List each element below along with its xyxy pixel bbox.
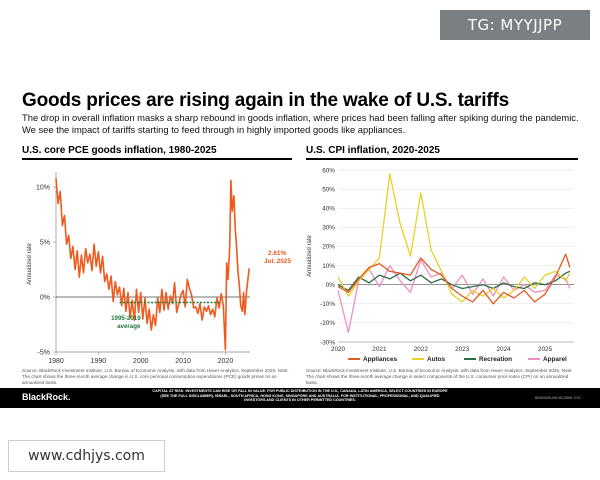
y-tick-label: 0%: [40, 295, 50, 302]
x-tick-label: 2023: [455, 346, 470, 353]
right-chart-source: Source: BlackRock Investment Institute, …: [306, 368, 573, 385]
x-tick-label: 1980: [48, 358, 64, 365]
y-tick-label: 30%: [322, 225, 335, 232]
y-tick-label: 10%: [322, 263, 335, 270]
page-title: Goods prices are rising again in the wak…: [22, 90, 509, 111]
x-tick-label: 2020: [218, 358, 234, 365]
legend-label-recreation: Recreation: [479, 356, 512, 363]
x-tick-label: 2025: [538, 346, 553, 353]
x-tick-label: 2010: [175, 358, 191, 365]
series-line-appliances: [337, 253, 571, 305]
y-tick-label: 40%: [322, 206, 335, 213]
x-tick-label: 2000: [133, 358, 149, 365]
y-axis-label: Annualized rate: [307, 234, 313, 276]
pce-goods-series-line: [55, 178, 250, 351]
legend-label-autos: Autos: [427, 356, 446, 363]
left-chart-source: Source: BlackRock Investment Institute, …: [22, 368, 289, 385]
x-tick-label: 1990: [91, 358, 107, 365]
average-label-word: average: [117, 323, 141, 330]
page-subtitle: The drop in overall inflation masks a sh…: [22, 112, 579, 135]
y-tick-label: 60%: [322, 167, 335, 174]
y-tick-label: -10%: [320, 301, 335, 308]
end-value-annotation: 2.61%: [268, 250, 286, 257]
x-tick-label: 2024: [497, 346, 512, 353]
right-chart-title: U.S. CPI inflation, 2020-2025: [306, 145, 440, 156]
end-date-annotation: Jul. 2025: [264, 258, 291, 265]
x-tick-label: 2022: [414, 346, 429, 353]
footer-disclaimer: CAPITAL AT RISK. INVESTMENTS CAN RISE OR…: [152, 389, 448, 403]
brand-logo: BlackRock.: [22, 392, 71, 402]
series-line-recreation: [337, 270, 571, 292]
y-tick-label: -30%: [320, 339, 335, 346]
footer-bar: [0, 388, 600, 408]
watermark-bottom: www.cdhjys.com: [8, 440, 165, 472]
footer-code: BIIM0925U/M-4812685-7/10: [535, 396, 581, 400]
y-axis-label: Annualized rate: [27, 242, 33, 284]
watermark-top: TG: MYYJJPP: [440, 10, 590, 40]
legend-label-appliances: Appliances: [363, 356, 398, 363]
y-tick-label: 0%: [326, 282, 336, 289]
x-tick-label: 2021: [372, 346, 387, 353]
average-label-years: 1995-2019: [111, 315, 141, 322]
x-tick-label: 2020: [331, 346, 346, 353]
pce-goods-chart: -5% 0% 5% 10% 1980 1990 2000 2010 2020 Annualized…: [27, 172, 291, 365]
left-chart-rule: [22, 158, 292, 160]
right-chart-rule: [306, 158, 578, 160]
y-tick-label: 20%: [322, 244, 335, 251]
series-line-autos: [337, 173, 571, 303]
y-tick-label: 10%: [36, 185, 50, 192]
left-chart-title: U.S. core PCE goods inflation, 1980-2025: [22, 145, 217, 156]
y-tick-label: -20%: [320, 320, 335, 327]
y-tick-label: -5%: [38, 350, 50, 357]
legend-label-apparel: Apparel: [543, 356, 567, 363]
y-tick-label: 50%: [322, 186, 335, 193]
cpi-components-chart: -30% -20% -10% 0% 10% 20% 30% 40% 50% 60% 2020 2021…: [307, 167, 574, 363]
series-line-apparel: [337, 259, 571, 334]
y-tick-label: 5%: [40, 240, 50, 247]
